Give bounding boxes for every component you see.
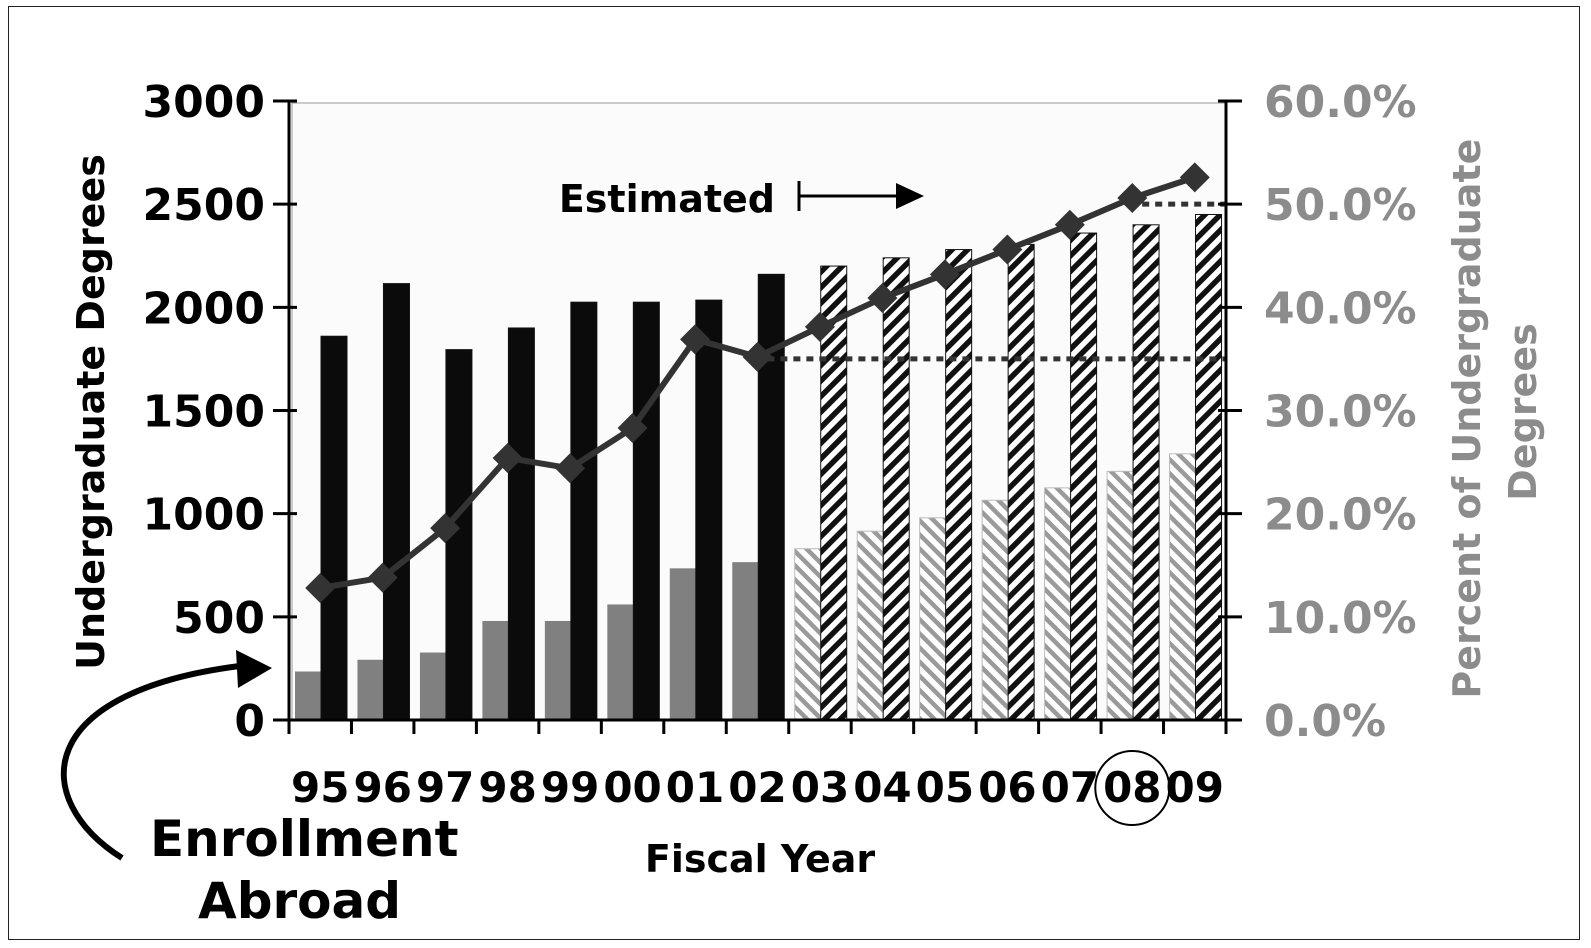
- y2-axis-title: Percent of Undergraduate Degrees: [1445, 125, 1545, 698]
- enrollment-annotation: Enrollment Abroad: [60, 650, 459, 930]
- x-tick-label-99: 99: [541, 763, 599, 812]
- bar-undergraduate-degrees-99: [570, 301, 598, 721]
- x-tick-label-06: 06: [978, 763, 1036, 812]
- percent-point-09: [1179, 162, 1210, 193]
- y-tick-label: 1500: [143, 387, 265, 438]
- y-tick-label: 2500: [143, 180, 265, 231]
- y2-tick-label: 10.0%: [1264, 593, 1417, 644]
- x-tick-label-03: 03: [791, 763, 849, 812]
- y2-tick-label: 60.0%: [1264, 77, 1417, 128]
- y2-tick-label: 30.0%: [1264, 387, 1417, 438]
- bar-undergraduate-degrees-08: [1132, 224, 1160, 721]
- x-tick-label-95: 95: [291, 763, 349, 812]
- y2-tick-label: 0.0%: [1264, 696, 1386, 747]
- estimated-label: Estimated: [559, 177, 775, 221]
- highlight-circle-08: [1094, 750, 1171, 826]
- bar-enrollment-abroad-05: [919, 517, 947, 721]
- y-tick-label: 1000: [143, 490, 265, 541]
- percent-point-98: [492, 442, 523, 473]
- percent-point-05: [929, 259, 960, 290]
- percent-point-06: [992, 234, 1023, 265]
- x-tick-label-07: 07: [1041, 763, 1099, 812]
- bar-enrollment-abroad-07: [1044, 487, 1072, 721]
- y-tick-label: 2000: [143, 283, 265, 334]
- bar-enrollment-abroad-02: [732, 562, 759, 720]
- bar-enrollment-abroad-09: [1169, 453, 1197, 721]
- bar-undergraduate-degrees-09: [1195, 213, 1223, 721]
- curved-arrowhead: [236, 650, 272, 688]
- right-axis-ticks: 0.0% 10.0% 20.0% 30.0% 40.0% 50.0% 60.0%: [1218, 77, 1417, 747]
- bar-undergraduate-degrees-06: [1007, 243, 1035, 721]
- percent-point-96: [367, 562, 398, 593]
- bar-enrollment-abroad-00: [607, 604, 634, 720]
- estimated-annotation: Estimated: [559, 177, 924, 221]
- bar-enrollment-abroad-96: [357, 659, 384, 720]
- x-tick-label-09: 09: [1166, 763, 1224, 812]
- x-tick-label-01: 01: [666, 763, 724, 812]
- bar-undergraduate-degrees-04: [882, 257, 910, 721]
- curved-arrow: [60, 662, 249, 861]
- x-tick-label-08: 08: [1103, 763, 1161, 812]
- x-tick-label-97: 97: [416, 763, 474, 812]
- bar-enrollment-abroad-98: [482, 620, 509, 720]
- percent-point-02: [742, 341, 773, 372]
- percent-point-07: [1054, 209, 1085, 240]
- estimated-arrowhead: [896, 183, 924, 209]
- bar-undergraduate-degrees-07: [1070, 232, 1098, 721]
- bar-undergraduate-degrees-00: [632, 301, 660, 721]
- x-tick-label-04: 04: [853, 763, 911, 812]
- reference-lines: [754, 201, 1226, 362]
- x-axis-ticks: 95 96 97 98 99 00 01 02 03 04 05 06 07 08 09: [287, 720, 1228, 812]
- percent-point-04: [867, 283, 898, 314]
- y2-tick-label: 20.0%: [1264, 490, 1417, 541]
- bar-undergraduate-degrees-95: [320, 335, 348, 721]
- y-tick-label: 0: [234, 696, 265, 747]
- x-tick-label-98: 98: [478, 763, 536, 812]
- x-tick-label-00: 00: [603, 763, 661, 812]
- bar-enrollment-abroad-04: [856, 530, 884, 721]
- y-tick-label: 3000: [143, 77, 265, 128]
- x-tick-label-02: 02: [728, 763, 786, 812]
- enrollment-label-line1: Enrollment: [150, 810, 459, 868]
- x-axis-title: Fiscal Year: [645, 837, 875, 881]
- x-tick-label-96: 96: [353, 763, 411, 812]
- bar-undergraduate-degrees-03: [820, 265, 848, 721]
- bar-enrollment-abroad-95: [295, 671, 321, 720]
- bar-undergraduate-degrees-98: [507, 327, 535, 721]
- bar-undergraduate-degrees-02: [757, 273, 785, 721]
- percent-point-08: [1117, 182, 1148, 213]
- y2-tick-label: 40.0%: [1264, 283, 1417, 334]
- percent-point-95: [305, 572, 336, 603]
- bar-undergraduate-degrees-96: [382, 283, 410, 721]
- bar-enrollment-abroad-01: [669, 568, 696, 720]
- bar-enrollment-abroad-97: [419, 652, 446, 720]
- y-axis-title: Undergraduate Degrees: [69, 154, 113, 670]
- enrollment-label-line2: Abroad: [198, 872, 401, 930]
- percent-line-group: [305, 162, 1210, 603]
- percent-point-99: [555, 453, 586, 484]
- percent-point-01: [680, 324, 711, 355]
- bar-enrollment-abroad-99: [544, 620, 571, 720]
- bar-enrollment-abroad-06: [981, 499, 1009, 721]
- percent-point-97: [430, 513, 461, 544]
- bar-undergraduate-degrees-05: [945, 249, 973, 721]
- bar-enrollment-abroad-08: [1106, 470, 1134, 721]
- bar-enrollment-abroad-03: [794, 548, 822, 721]
- bar-undergraduate-degrees-01: [695, 299, 723, 721]
- y-tick-label: 500: [173, 593, 265, 644]
- percent-point-03: [804, 311, 835, 342]
- left-axis-ticks: 0 500 1000 1500 2000 2500 3000: [143, 77, 297, 747]
- percent-point-00: [617, 413, 648, 444]
- x-tick-label-05: 05: [916, 763, 974, 812]
- y2-tick-label: 50.0%: [1264, 180, 1417, 231]
